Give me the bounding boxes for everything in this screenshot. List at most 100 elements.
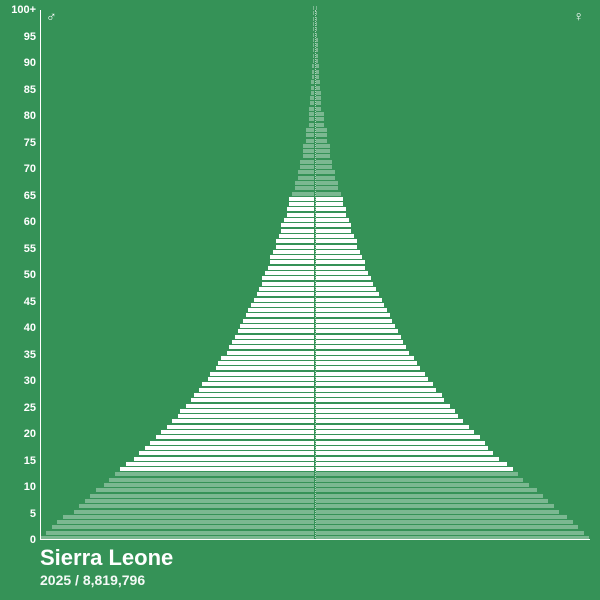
male-bar xyxy=(167,425,314,429)
pyramid-row xyxy=(40,59,590,63)
female-bar xyxy=(316,139,327,143)
male-bar xyxy=(309,123,314,127)
female-bar xyxy=(316,467,513,471)
female-bar xyxy=(316,472,518,476)
female-bar xyxy=(316,207,346,211)
male-bar xyxy=(243,319,314,323)
pyramid-row xyxy=(40,75,590,79)
male-bar xyxy=(284,218,314,222)
pyramid-row xyxy=(40,520,590,524)
male-bar xyxy=(52,525,314,529)
male-bar xyxy=(270,260,314,264)
male-bar xyxy=(109,478,314,482)
female-bar xyxy=(316,101,321,105)
female-bar xyxy=(316,393,442,397)
female-bar xyxy=(316,123,324,127)
male-bar xyxy=(311,80,314,84)
male-bar xyxy=(145,446,314,450)
y-tick-label: 60 xyxy=(10,216,36,228)
female-bar xyxy=(316,520,573,524)
male-bar xyxy=(281,229,314,233)
pyramid-row xyxy=(40,160,590,164)
female-bar xyxy=(316,75,319,79)
male-bar xyxy=(303,154,314,158)
male-bar xyxy=(270,255,314,259)
male-bar xyxy=(289,202,314,206)
male-bar xyxy=(310,101,314,105)
pyramid-row xyxy=(40,351,590,355)
male-bar xyxy=(199,388,314,392)
male-bar xyxy=(229,345,314,349)
male-bar xyxy=(240,324,314,328)
female-bar xyxy=(316,510,559,514)
male-bar xyxy=(287,213,314,217)
pyramid-row xyxy=(40,218,590,222)
male-bar xyxy=(186,404,314,408)
pyramid-row xyxy=(40,308,590,312)
male-bar xyxy=(172,419,314,423)
male-bar xyxy=(309,117,314,121)
y-tick-label: 40 xyxy=(10,322,36,334)
pyramid-row xyxy=(40,154,590,158)
male-bar xyxy=(295,181,314,185)
female-bar xyxy=(316,324,395,328)
pyramid-row xyxy=(40,276,590,280)
y-tick-label: 80 xyxy=(10,110,36,122)
pyramid-row xyxy=(40,425,590,429)
female-bar xyxy=(316,504,554,508)
male-bar xyxy=(273,250,314,254)
pyramid-row xyxy=(40,356,590,360)
pyramid-row xyxy=(40,43,590,47)
male-bar xyxy=(313,38,314,42)
female-bar xyxy=(316,255,362,259)
male-bar xyxy=(115,472,314,476)
male-bar xyxy=(312,70,314,74)
female-bar xyxy=(316,6,317,10)
female-bar xyxy=(316,457,499,461)
female-bar xyxy=(316,133,327,137)
pyramid-row xyxy=(40,70,590,74)
pyramid-row xyxy=(40,504,590,508)
pyramid-row xyxy=(40,96,590,100)
female-bar xyxy=(316,266,365,270)
female-bar xyxy=(316,488,537,492)
female-bar xyxy=(316,276,371,280)
pyramid-row xyxy=(40,27,590,31)
male-bar xyxy=(150,441,314,445)
y-tick-label: 95 xyxy=(10,31,36,43)
female-bar xyxy=(316,144,330,148)
pyramid-row xyxy=(40,345,590,349)
female-bar xyxy=(316,308,387,312)
male-bar xyxy=(139,451,314,455)
pyramid-row xyxy=(40,483,590,487)
pyramid-row xyxy=(40,303,590,307)
female-bar xyxy=(316,234,354,238)
female-bar xyxy=(316,462,507,466)
male-bar xyxy=(313,43,314,47)
pyramid-row xyxy=(40,107,590,111)
male-bar xyxy=(298,170,314,174)
male-bar xyxy=(235,335,314,339)
male-bar xyxy=(120,467,314,471)
female-bar xyxy=(316,70,319,74)
pyramid-row xyxy=(40,17,590,21)
pyramid-row xyxy=(40,531,590,535)
female-bar xyxy=(316,80,320,84)
male-bar xyxy=(310,96,314,100)
male-bar xyxy=(194,393,314,397)
female-bar xyxy=(316,404,450,408)
pyramid-row xyxy=(40,462,590,466)
male-bar xyxy=(306,139,314,143)
male-bar xyxy=(96,488,314,492)
pyramid-row xyxy=(40,170,590,174)
female-bar xyxy=(316,128,327,132)
female-bar xyxy=(316,282,373,286)
y-tick-label: 15 xyxy=(10,455,36,467)
pyramid-row xyxy=(40,494,590,498)
male-bar xyxy=(246,313,314,317)
male-bar xyxy=(74,510,314,514)
pyramid-row xyxy=(40,149,590,153)
population-label: 8,819,796 xyxy=(83,572,145,588)
female-bar xyxy=(316,250,360,254)
pyramid-row xyxy=(40,239,590,243)
